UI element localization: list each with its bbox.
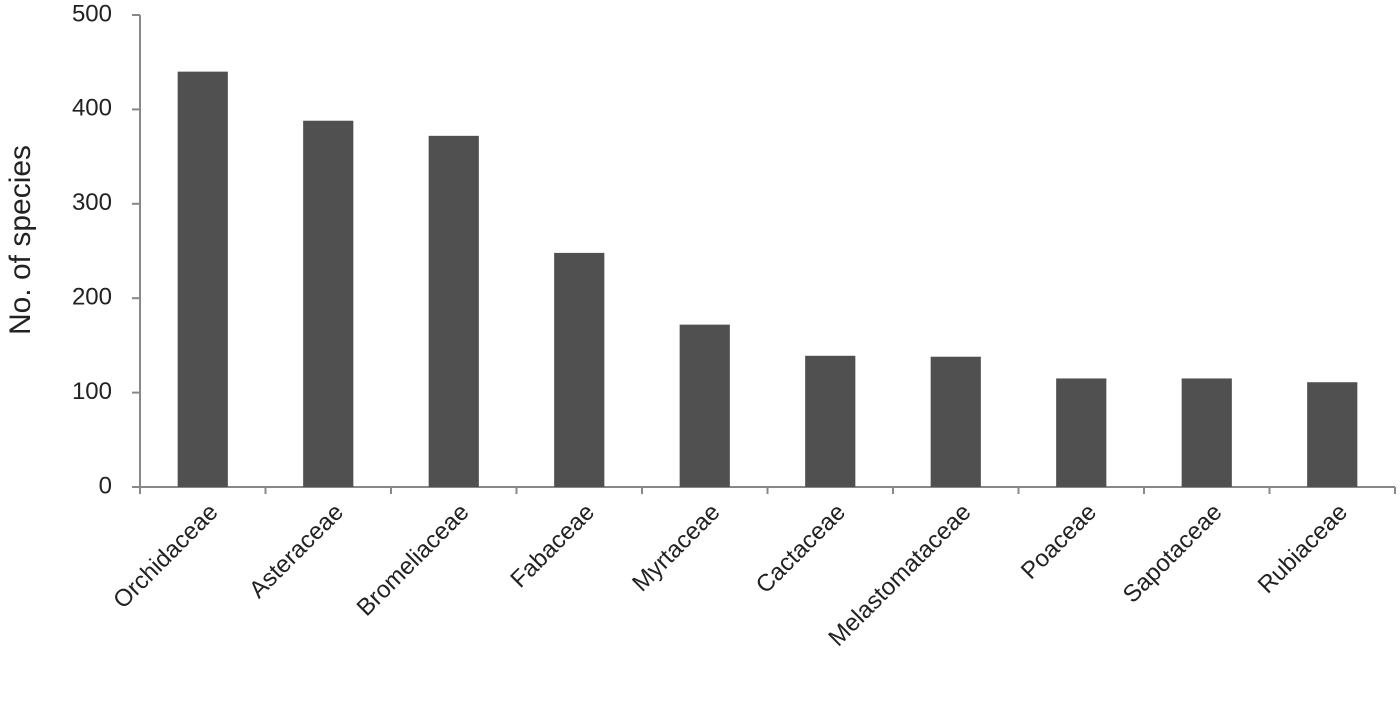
y-tick-label: 500	[72, 0, 112, 27]
bar	[177, 71, 228, 487]
bar	[428, 135, 479, 487]
x-tick-label: Orchidaceae	[108, 499, 223, 614]
x-tick-label: Bromeliaceae	[352, 499, 475, 622]
x-tick-label: Asteraceae	[244, 499, 349, 604]
y-axis-label: No. of species	[4, 145, 37, 335]
x-tick-label: Rubiaceae	[1253, 499, 1353, 599]
y-tick-label: 100	[72, 378, 112, 405]
bar	[1056, 378, 1107, 487]
bar	[554, 252, 605, 487]
y-tick-label: 300	[72, 189, 112, 216]
x-tick-label: Poaceae	[1016, 499, 1102, 585]
y-tick-label: 400	[72, 95, 112, 122]
bar	[805, 355, 856, 487]
bar	[1307, 382, 1358, 487]
x-tick-label: Myrtaceae	[627, 499, 725, 597]
x-tick-label: Cactaceae	[751, 499, 851, 599]
bar	[679, 324, 730, 487]
bar	[1181, 378, 1232, 487]
bar	[930, 356, 981, 487]
x-tick-label: Sapotaceae	[1118, 499, 1228, 609]
y-tick-label: 200	[72, 284, 112, 311]
y-tick-label: 0	[99, 472, 112, 499]
bar	[303, 120, 354, 487]
x-tick-label: Fabaceae	[505, 499, 600, 594]
